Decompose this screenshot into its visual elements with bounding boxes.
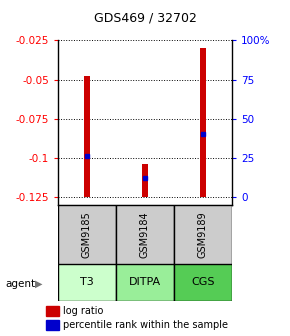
Bar (174, 264, 232, 301)
Text: CGS: CGS (191, 277, 215, 287)
Bar (116, 205, 174, 264)
Text: DITPA: DITPA (129, 277, 161, 287)
Bar (84, 76, 90, 197)
Text: ▶: ▶ (35, 279, 43, 289)
Text: GSM9185: GSM9185 (82, 211, 92, 258)
Text: GDS469 / 32702: GDS469 / 32702 (94, 12, 196, 25)
Bar (58, 264, 116, 301)
Bar (116, 264, 174, 301)
Text: GSM9189: GSM9189 (198, 211, 208, 258)
Text: percentile rank within the sample: percentile rank within the sample (63, 320, 228, 330)
Bar (58, 205, 116, 264)
Text: agent: agent (6, 279, 36, 289)
Bar (200, 48, 206, 197)
Bar (142, 164, 148, 197)
Bar (46, 320, 59, 331)
Bar (174, 205, 232, 264)
Bar (46, 306, 59, 316)
Text: log ratio: log ratio (63, 305, 104, 316)
Text: GSM9184: GSM9184 (140, 211, 150, 258)
Text: T3: T3 (80, 277, 94, 287)
